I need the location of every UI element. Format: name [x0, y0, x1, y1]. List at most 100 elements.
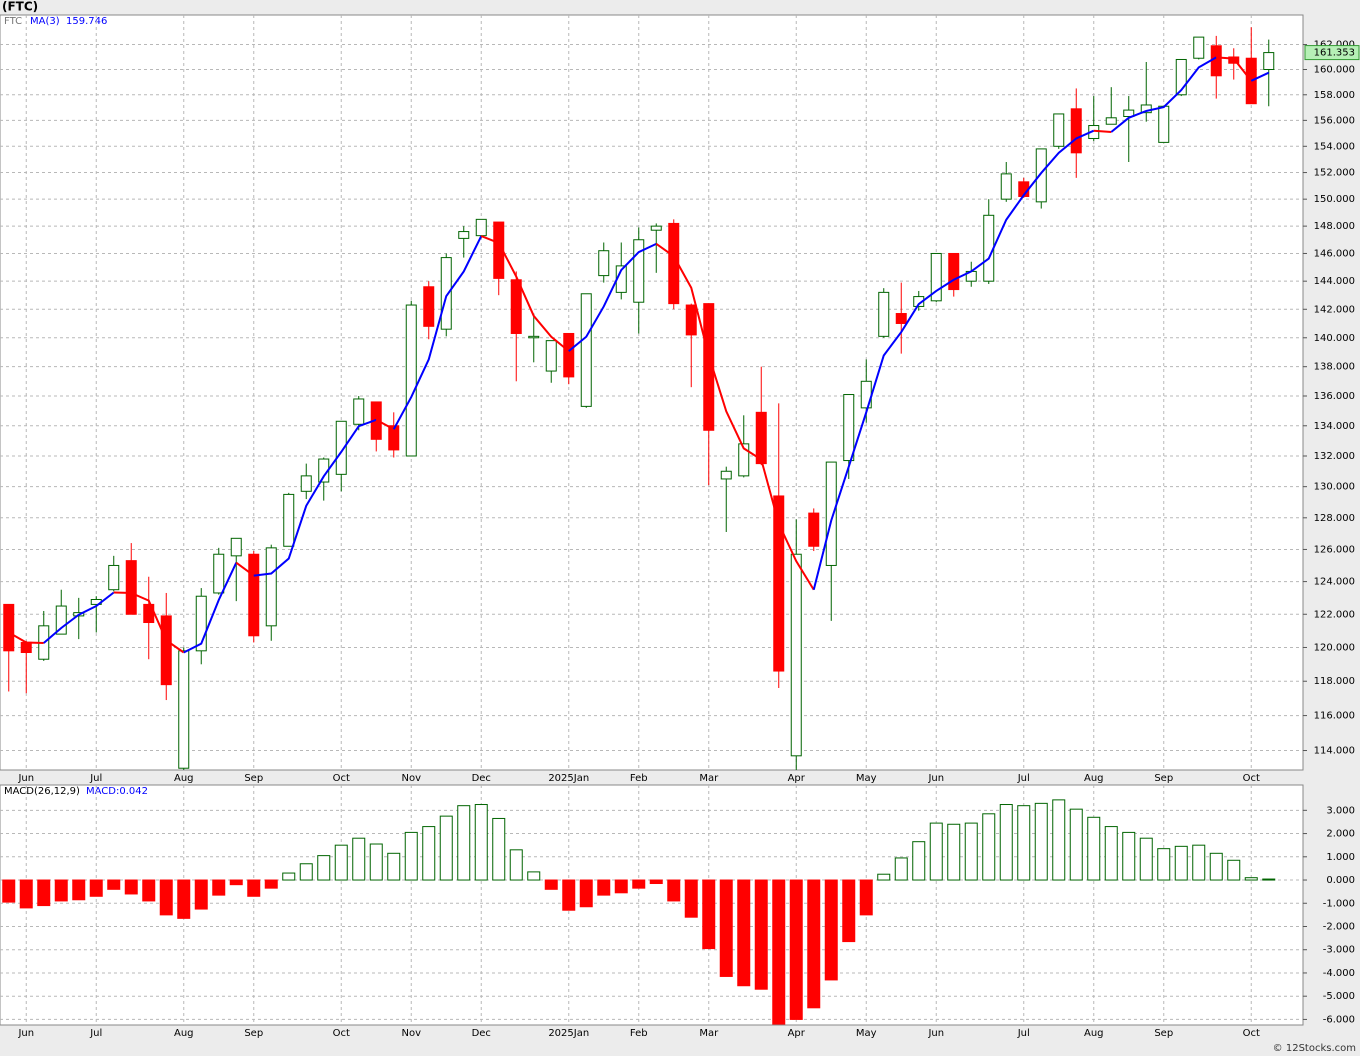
candle-body [580, 293, 592, 407]
candle-body [20, 641, 32, 653]
legend-ma: MA(3) [30, 16, 60, 27]
x-tick-label: Sep [1154, 773, 1173, 784]
macd-bar [789, 879, 803, 1020]
y-tick-label: 146.000 [1314, 248, 1355, 259]
y-tick-label: 136.000 [1314, 391, 1355, 402]
macd-bar [912, 841, 926, 881]
y-tick-label: 142.000 [1314, 304, 1355, 315]
candle-body [458, 231, 470, 239]
candle-body [843, 394, 855, 462]
y-tick-label: 126.000 [1314, 544, 1355, 555]
candle-body [1000, 173, 1012, 200]
macd-bar [1157, 848, 1171, 881]
macd-bar [1139, 837, 1153, 881]
y-tick-label: 122.000 [1314, 609, 1355, 620]
candle-body [983, 214, 995, 282]
candle-body [388, 425, 400, 451]
x-tick-label: 2025Jan [548, 773, 589, 784]
ma-line [375, 418, 395, 431]
candle-body [1123, 109, 1135, 118]
candle-body [300, 475, 312, 492]
macd-bar [999, 804, 1013, 881]
x-tick-label: Jun [927, 1028, 944, 1039]
y-tick-label: 162.000 [1314, 40, 1355, 51]
price-box [1304, 45, 1360, 61]
macd-bar [737, 879, 751, 987]
candle-body [178, 650, 190, 769]
x-tick-label: Sep [244, 773, 263, 784]
y-tick-label: -5.000 [1323, 991, 1355, 1002]
ma-line [43, 591, 115, 644]
chart-title: (FTC) [2, 0, 38, 14]
candle-body [703, 303, 715, 431]
y-tick-label: 144.000 [1314, 276, 1355, 287]
candle-body [633, 239, 645, 303]
x-tick-label: Jun [927, 773, 944, 784]
macd-bar [299, 863, 313, 881]
x-tick-label: Apr [788, 1028, 806, 1039]
y-tick-label: 128.000 [1314, 513, 1355, 524]
candle-body [1263, 52, 1275, 71]
candle-body [3, 603, 15, 652]
last-price: 161.353 [1314, 48, 1355, 59]
macd-legend: MACD:0.042 [86, 786, 148, 797]
macd-bar [229, 879, 243, 886]
candle-body [895, 313, 907, 324]
macd-bar [719, 879, 733, 977]
macd-bar [1087, 816, 1101, 881]
candle-body [405, 304, 417, 457]
y-tick-label: 130.000 [1314, 482, 1355, 493]
y-tick-label: 2.000 [1326, 829, 1355, 840]
macd-bar [492, 817, 506, 881]
x-tick-label: Aug [174, 773, 194, 784]
macd-bar [684, 879, 698, 918]
macd-bar [929, 822, 943, 881]
ma-line [183, 562, 238, 654]
y-tick-label: 134.000 [1314, 421, 1355, 432]
x-tick-label: Aug [174, 1028, 194, 1039]
x-tick-label: Aug [1084, 1028, 1104, 1039]
macd-bar [54, 879, 68, 902]
x-tick-label: Jun [17, 773, 34, 784]
macd-bar [544, 879, 558, 890]
ma-line [8, 631, 44, 644]
macd-bar [387, 852, 401, 881]
y-tick-label: 140.000 [1314, 333, 1355, 344]
y-tick-label: 1.000 [1326, 852, 1355, 863]
macd-bar [702, 879, 716, 950]
x-tick-label: Feb [630, 773, 648, 784]
macd-bar [89, 879, 103, 897]
ma-line [253, 418, 377, 577]
x-tick-label: Aug [1084, 773, 1104, 784]
candle-body [1053, 113, 1065, 147]
macd-bar [107, 879, 121, 890]
macd-bar [947, 823, 961, 881]
candle-body [1158, 105, 1170, 143]
y-tick-label: -2.000 [1323, 921, 1355, 932]
macd-bar [842, 879, 856, 943]
candle-body [790, 553, 802, 757]
macd-bar [509, 849, 523, 881]
macd-bar [317, 855, 331, 881]
macd-bar [632, 879, 646, 889]
y-tick-label: 138.000 [1314, 362, 1355, 373]
macd-bar [754, 879, 768, 990]
candle-body [213, 553, 225, 594]
y-tick-label: 132.000 [1314, 451, 1355, 462]
x-tick-label: Jul [1017, 773, 1030, 784]
macd-bar [964, 822, 978, 881]
macd-bar [124, 879, 138, 895]
candle-body [108, 564, 120, 591]
macd-bar [877, 873, 891, 881]
candle-body [650, 225, 662, 231]
candle-body [773, 495, 785, 672]
candle-body [808, 512, 820, 547]
y-tick-label: 156.000 [1314, 115, 1355, 126]
x-tick-label: Sep [1154, 1028, 1173, 1039]
candle-body [475, 218, 487, 237]
candle-body [528, 335, 540, 339]
macd-bar [1244, 877, 1258, 881]
macd-bar [982, 813, 996, 881]
candle-body [685, 304, 697, 336]
x-tick-label: Dec [472, 1028, 491, 1039]
